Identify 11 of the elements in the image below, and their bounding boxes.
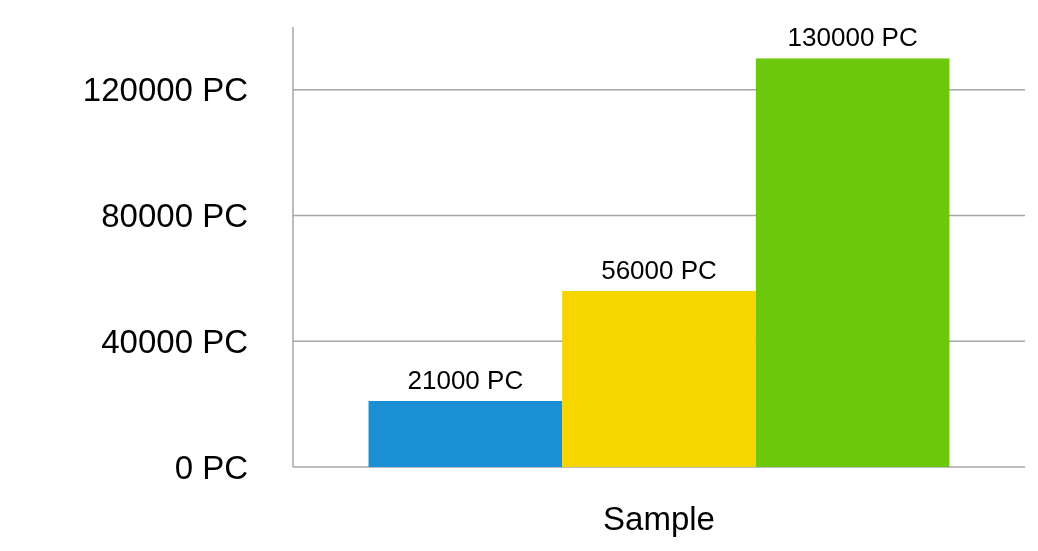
y-tick-label: 40000 PC <box>101 322 248 360</box>
bar <box>755 58 950 467</box>
data-label: 56000 PC <box>601 255 717 285</box>
data-label: 21000 PC <box>407 365 524 395</box>
y-tick-label: 80000 PC <box>101 197 248 235</box>
data-label: 130000 PC <box>787 22 918 53</box>
x-tick-label: Sample <box>603 500 715 537</box>
y-tick-label: 120000 PC <box>82 71 248 109</box>
bar <box>562 291 756 467</box>
bar <box>368 401 563 467</box>
y-tick-label: 0 PC <box>174 448 248 486</box>
